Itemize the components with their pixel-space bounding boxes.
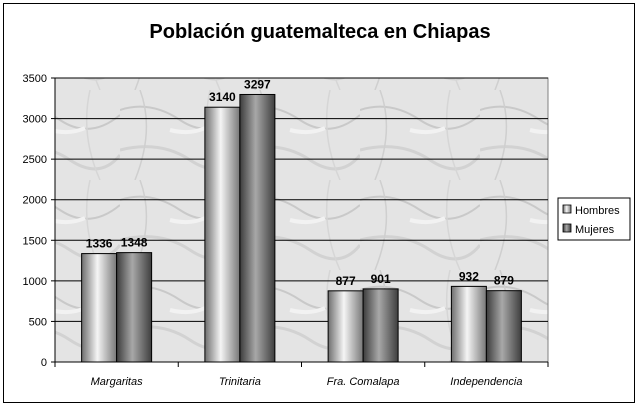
data-label: 901 [371,272,391,286]
bar-mujeres-margaritas [116,252,153,363]
x-axis: Margaritas Trinitaria Fra. Comalapa Indepen… [54,361,549,388]
data-label: 3297 [244,77,271,91]
legend-label-mujeres: Mujeres [575,224,615,236]
data-label: 1336 [86,237,113,251]
data-label: 932 [459,269,479,283]
legend: Hombres Mujeres [557,197,631,241]
y-tick-label: 2500 [23,154,47,166]
bars [81,93,522,363]
bar-mujeres-trinitaria [239,93,276,363]
bar-mujeres-independencia [485,290,522,363]
y-tick-label: 2000 [23,195,47,207]
bar-hombres-fra-comalapa [327,290,364,363]
legend-swatch-hombres [562,204,572,214]
bar-hombres-trinitaria [204,106,241,363]
data-label: 877 [336,274,356,288]
x-tick-label: Trinitaria [219,376,261,388]
y-tick-label: 1500 [23,235,47,247]
y-tick-label: 0 [41,357,47,369]
x-tick-label: Independencia [450,376,522,388]
x-tick-label: Fra. Comalapa [327,376,400,388]
y-tick-label: 3500 [23,73,47,85]
bar-hombres-independencia [450,285,487,363]
y-tick-label: 500 [29,316,47,328]
data-label: 879 [494,274,514,288]
bar-hombres-margaritas [81,253,118,363]
y-axis: 0 500 1000 1500 2000 2500 3000 3500 [23,73,56,369]
chart-title: Población guatemalteca en Chiapas [149,21,490,43]
y-tick-label: 1000 [23,276,47,288]
bar-mujeres-fra-comalapa [362,288,399,363]
legend-label-hombres: Hombres [575,205,620,217]
data-label: 1348 [121,236,148,250]
legend-swatch-mujeres [562,223,572,233]
y-tick-label: 3000 [23,114,47,126]
x-tick-label: Margaritas [91,376,143,388]
data-label: 3140 [209,90,236,104]
data-labels: 1336 1348 3140 3297 877 901 932 879 [86,77,514,287]
